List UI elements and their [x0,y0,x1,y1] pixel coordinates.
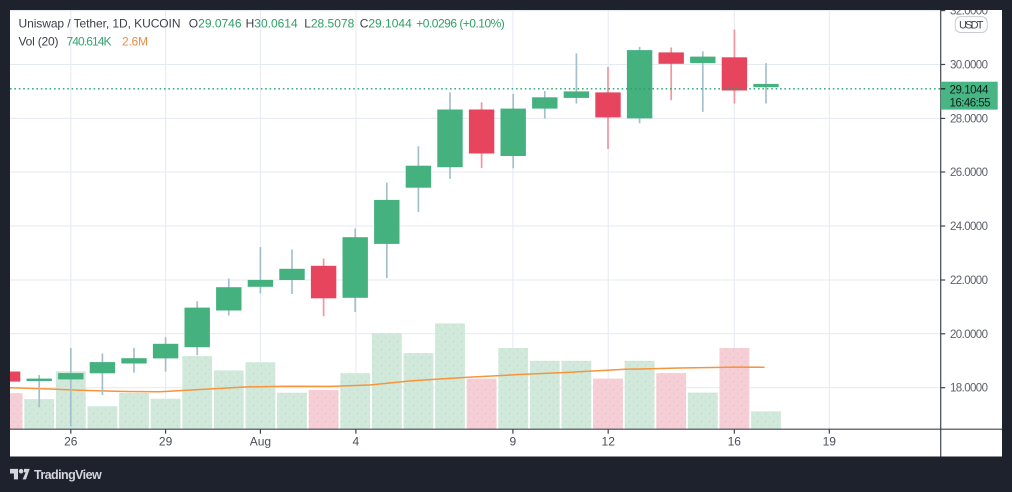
svg-text:20.0000: 20.0000 [950,329,988,341]
svg-text:18.0000: 18.0000 [950,383,988,395]
svg-text:29.1044: 29.1044 [950,85,990,97]
svg-text:H30.0614: H30.0614 [246,17,298,31]
svg-text:22.0000: 22.0000 [950,275,988,287]
svg-text:2.6M: 2.6M [122,35,148,49]
svg-text:16:46:55: 16:46:55 [950,98,991,110]
svg-text:Uniswap / Tether, 1D, KUCOIN: Uniswap / Tether, 1D, KUCOIN [19,17,181,31]
svg-text:19: 19 [823,435,837,449]
svg-text:USDT: USDT [959,20,984,32]
svg-text:C29.1044: C29.1044 [360,17,412,31]
svg-text:12: 12 [602,435,616,449]
svg-text:24.0000: 24.0000 [950,221,988,233]
svg-text:28.0000: 28.0000 [950,113,988,125]
svg-text:29: 29 [159,435,173,449]
svg-text:740.614K: 740.614K [67,35,112,49]
svg-text:+0.0296 (+0.10%): +0.0296 (+0.10%) [416,17,505,31]
svg-text:O29.0746: O29.0746 [189,17,242,31]
svg-text:26: 26 [64,435,78,449]
svg-text:TradingView: TradingView [34,468,102,482]
svg-text:4: 4 [353,435,360,449]
svg-text:30.0000: 30.0000 [950,60,988,72]
svg-text:Vol (20): Vol (20) [19,35,59,49]
svg-text:9: 9 [510,435,517,449]
svg-text:26.0000: 26.0000 [950,167,988,179]
svg-text:L28.5078: L28.5078 [304,17,354,31]
svg-text:Aug: Aug [250,435,271,449]
svg-text:16: 16 [728,435,742,449]
